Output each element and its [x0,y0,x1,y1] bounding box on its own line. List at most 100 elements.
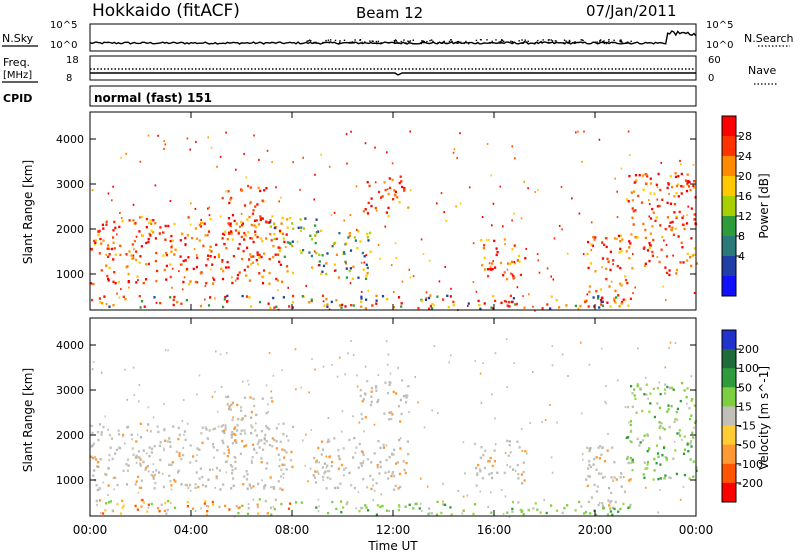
range-cell [485,238,488,241]
range-cell [245,274,248,277]
colorbar-swatch [722,349,736,369]
range-cell [233,426,237,429]
range-cell [208,468,212,471]
range-cell [165,264,168,268]
range-cell [283,456,286,459]
range-cell [240,212,243,215]
range-cell [164,224,167,228]
range-cell [626,457,629,460]
range-cell [429,294,432,297]
range-cell [601,257,605,260]
range-cell [392,488,396,491]
range-cell [261,397,264,400]
range-cell [428,307,431,310]
range-cell [601,296,604,299]
range-cell [675,192,678,195]
range-cell [391,162,394,165]
range-cell [246,487,249,490]
range-cell [360,305,363,308]
range-cell [355,185,358,188]
range-cell [138,261,141,264]
range-cell [163,268,166,272]
noise-search-point [364,41,366,43]
range-cell [556,421,558,424]
range-cell [105,473,108,476]
noise-search-point [465,40,467,43]
range-cell [131,243,134,246]
colorbar-tick-label: -100 [738,458,763,471]
range-cell [122,469,125,473]
range-cell [513,261,516,263]
range-cell [201,441,204,444]
range-cell [250,255,253,258]
colorbar-tick-label: -50 [738,439,756,452]
range-cell [331,363,333,366]
range-cell [614,500,617,504]
range-cell [265,411,268,415]
range-cell [107,247,111,250]
range-cell [363,430,365,433]
noise-search-point [306,40,308,42]
range-cell [148,221,151,224]
noise-search-point [394,41,396,43]
range-cell [178,433,181,436]
range-cell [684,179,688,182]
range-cell [177,469,180,472]
range-cell [153,473,156,476]
range-cell [233,456,236,459]
range-cell [656,198,659,201]
colorbar-swatch [722,216,736,237]
range-cell [273,507,276,511]
range-cell [313,476,316,479]
range-cell [149,219,152,222]
noise-search-point [420,42,422,45]
range-cell [473,442,476,446]
range-cell [349,267,352,270]
noise-search-point [407,40,409,42]
range-cell [265,187,268,190]
range-cell [234,460,237,464]
noise-search-point [512,42,514,44]
range-cell [158,510,161,513]
range-cell [371,478,375,481]
range-cell [415,502,418,506]
range-cell [610,491,613,495]
range-cell [317,510,320,513]
range-cell [577,307,580,310]
range-cell [595,290,598,293]
range-cell [258,498,261,501]
range-cell [359,240,362,243]
range-cell [681,381,684,385]
range-cell [132,219,135,222]
range-cell [606,449,609,452]
range-cell [182,280,185,284]
range-cell [105,502,108,505]
range-cell [690,264,693,268]
range-cell [408,411,410,414]
range-cell [315,218,318,221]
range-cell [606,301,609,304]
range-cell [390,452,394,455]
range-cell [211,443,215,446]
range-cell [417,401,419,404]
range-cell [170,246,173,249]
range-cell [244,396,247,399]
noise-search-point [454,42,457,44]
range-cell [662,446,666,450]
x-axis-label: Time UT [367,539,418,553]
range-cell [107,279,110,282]
range-cell [484,449,487,452]
range-cell [340,500,343,503]
range-cell [583,512,586,515]
range-cell [397,508,400,512]
range-cell [164,439,167,442]
range-cell [640,201,644,204]
range-cell [686,214,688,217]
range-cell [171,244,173,247]
range-cell [664,266,667,269]
range-cell [270,486,272,489]
range-cell [349,249,353,252]
range-cell [218,469,221,472]
nsearch-label: N.Search [744,32,794,45]
range-cell [327,511,330,515]
